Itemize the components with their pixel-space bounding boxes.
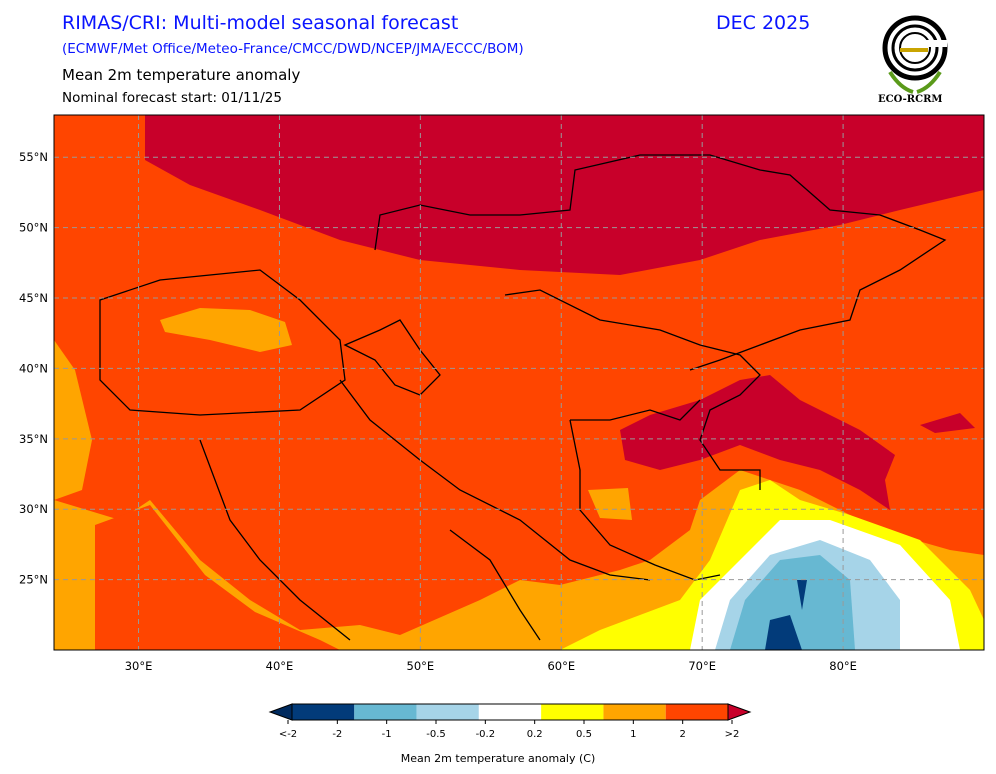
colorbar-segment — [354, 704, 417, 720]
anomaly-redorange-arabia — [95, 505, 340, 650]
logo-text: ECO-RCRM — [878, 94, 943, 105]
anomaly-orange-turkey — [160, 308, 292, 352]
lat-tick-label: 55°N — [19, 150, 48, 164]
model-list: (ECMWF/Met Office/Meteo-France/CMCC/DWD/… — [62, 41, 524, 57]
lat-tick-label: 45°N — [19, 291, 48, 305]
colorbar-tick-label: -1 — [382, 729, 392, 740]
anomaly-blue — [730, 555, 855, 650]
lat-tick-label: 30°N — [19, 502, 48, 516]
colorbar-tick-label: 0.2 — [527, 729, 543, 740]
colorbar-tick-label: -0.5 — [426, 729, 446, 740]
colorbar-segment — [416, 704, 479, 720]
anomaly-gt2-north — [145, 115, 984, 275]
variable-name: Mean 2m temperature anomaly — [62, 66, 301, 84]
colorbar-segment — [541, 704, 604, 720]
colorbar-segment — [603, 704, 666, 720]
lon-tick-label: 60°E — [547, 659, 575, 673]
lat-tick-label: 50°N — [19, 221, 48, 235]
lon-tick-label: 50°E — [407, 659, 435, 673]
lat-tick-label: 40°N — [19, 361, 48, 375]
lon-tick-label: 70°E — [688, 659, 716, 673]
colorbar: <-2 -2 -1 -0.5 -0.2 0.2 0.5 1 2 >2 — [268, 703, 752, 740]
lon-tick-label: 30°E — [125, 659, 153, 673]
colorbar-outline — [291, 703, 729, 721]
colorbar-tick-label: -2 — [332, 729, 342, 740]
anomaly-orange-pakistan — [588, 488, 632, 520]
colorbar-tick-label: <-2 — [279, 729, 297, 740]
colorbar-tick-label: 1 — [630, 729, 636, 740]
anomaly-orange-west — [54, 340, 92, 500]
forecast-month: DEC 2025 — [716, 12, 811, 34]
map-frame — [53, 114, 985, 651]
colorbar-segment — [478, 704, 542, 720]
lon-tick-label: 80°E — [829, 659, 857, 673]
colorbar-segment — [665, 704, 728, 720]
colorbar-label: Mean 2m temperature anomaly (C) — [400, 752, 596, 765]
lon-tick-label: 40°E — [266, 659, 294, 673]
lat-tick-label: 35°N — [19, 432, 48, 446]
colorbar-tick-label: 0.5 — [576, 729, 592, 740]
forecast-start: Nominal forecast start: 01/11/25 — [62, 90, 282, 106]
colorbar-tick-label: >2 — [725, 729, 740, 740]
colorbar-segment-lowest — [268, 703, 293, 721]
forecast-title: RIMAS/CRI: Multi-model seasonal forecast — [62, 12, 459, 34]
colorbar-segment — [292, 704, 355, 720]
anomaly-gt2-tibet — [920, 413, 975, 433]
colorbar-segment-highest — [727, 703, 752, 721]
eco-rcrm-logo — [882, 15, 948, 94]
colorbar-tick-label: 2 — [679, 729, 685, 740]
anomaly-gt2-himalaya — [620, 375, 895, 510]
lat-tick-label: 25°N — [19, 573, 48, 587]
graticule — [54, 115, 984, 650]
colorbar-tick-label: -0.2 — [476, 729, 496, 740]
anomaly-darkblue-spike — [797, 580, 807, 610]
anomaly-darkblue — [765, 615, 802, 650]
